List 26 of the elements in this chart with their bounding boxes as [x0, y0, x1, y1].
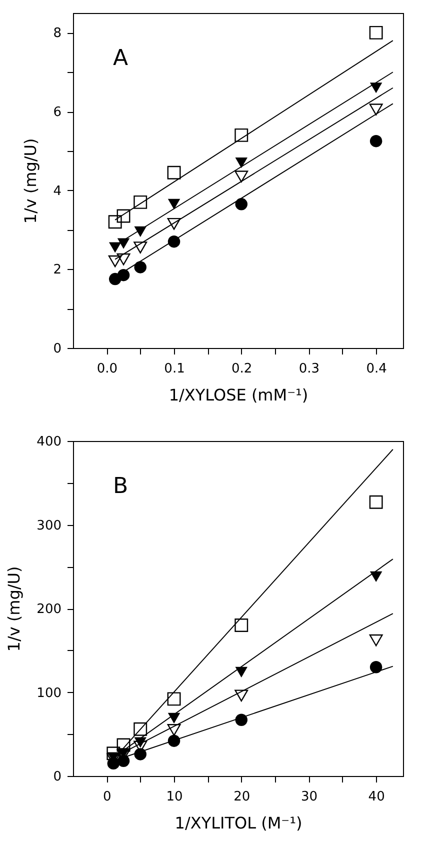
y-tick-label: 100 — [36, 686, 62, 701]
y-tick-label: 300 — [36, 518, 62, 534]
x-tick-label: 0.2 — [232, 362, 252, 376]
x-tick-label: 0 — [103, 790, 112, 804]
x-axis-title: 1/XYLOSE (mM⁻¹) — [168, 386, 308, 404]
x-tick-label: 0.3 — [298, 362, 320, 376]
x-tick-label: 0.0 — [96, 362, 118, 376]
x-tick-label: 0.1 — [164, 362, 185, 376]
annotation: B — [113, 474, 128, 499]
y-axis-title: 1/v (mg/U) — [4, 566, 24, 652]
y-tick-label: 4 — [53, 184, 62, 199]
annotation: A — [113, 46, 128, 71]
y-tick-label: 8 — [53, 26, 62, 42]
x-tick-label: 30 — [300, 790, 318, 804]
y-tick-label: 6 — [53, 105, 62, 120]
x-tick-label: 10 — [166, 790, 183, 804]
y-tick-label: 200 — [36, 602, 62, 617]
y-tick-label: 0 — [53, 342, 62, 356]
y-tick-label: 0 — [53, 770, 62, 784]
x-tick-label: 20 — [234, 790, 250, 804]
y-axis-title: 1/v (mg/U) — [21, 138, 40, 224]
y-tick-label: 400 — [36, 434, 62, 450]
y-tick-label: 2 — [53, 262, 62, 278]
x-tick-label: 40 — [368, 790, 385, 804]
x-axis-title: 1/XYLITOL (M⁻¹) — [174, 814, 302, 832]
x-tick-label: 0.4 — [366, 362, 387, 376]
